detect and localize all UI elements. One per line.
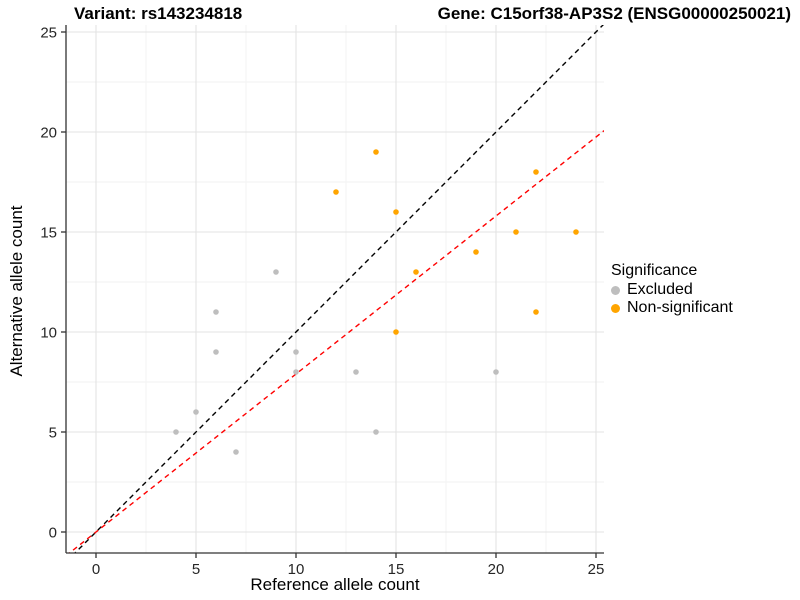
y-axis-title: Alternative allele count xyxy=(7,205,26,377)
data-point-excluded xyxy=(353,369,359,375)
data-point-excluded xyxy=(293,349,299,355)
data-point-non-significant xyxy=(413,269,419,275)
reference-lines xyxy=(68,25,604,553)
x-tick-label: 20 xyxy=(488,561,505,578)
data-point-non-significant xyxy=(393,209,399,215)
gene-title: Gene: C15orf38-AP3S2 (ENSG00000250021) xyxy=(437,4,791,23)
ratio-line xyxy=(68,130,604,553)
data-point-excluded xyxy=(233,449,239,455)
data-point-excluded xyxy=(193,409,199,415)
y-tick-label: 15 xyxy=(40,225,57,242)
x-tick-label: 0 xyxy=(92,561,100,578)
data-point-excluded xyxy=(213,309,219,315)
y-tick-label: 5 xyxy=(49,425,57,442)
data-point-excluded xyxy=(293,369,299,375)
data-point-excluded xyxy=(373,429,379,435)
x-axis-title: Reference allele count xyxy=(250,575,420,594)
variant-title: Variant: rs143234818 xyxy=(74,4,243,23)
x-tick-label: 5 xyxy=(192,561,200,578)
data-point-excluded xyxy=(273,269,279,275)
y-tick-label: 25 xyxy=(40,25,57,42)
data-point-non-significant xyxy=(513,229,519,235)
data-point-non-significant xyxy=(393,329,399,335)
non-significant-dot-icon xyxy=(611,303,620,313)
x-tick-label: 25 xyxy=(588,561,605,578)
legend-item-excluded: Excluded xyxy=(611,281,797,299)
data-point-non-significant xyxy=(533,169,539,175)
legend-item-label: Excluded xyxy=(627,281,693,298)
data-point-non-significant xyxy=(473,249,479,255)
legend: Significance Excluded Non-significant xyxy=(611,261,797,317)
identity-line xyxy=(74,25,604,553)
x-tick-label: 15 xyxy=(388,561,405,578)
data-point-excluded xyxy=(493,369,499,375)
data-point-non-significant xyxy=(573,229,579,235)
legend-item-label: Non-significant xyxy=(627,299,733,316)
y-tick-label: 10 xyxy=(40,325,57,342)
excluded-dot-icon xyxy=(611,285,620,295)
data-point-excluded xyxy=(173,429,179,435)
y-tick-label: 20 xyxy=(40,125,57,142)
x-tick-label: 10 xyxy=(288,561,305,578)
data-point-excluded xyxy=(213,349,219,355)
data-point-non-significant xyxy=(373,149,379,155)
legend-title: Significance xyxy=(611,262,698,279)
data-point-non-significant xyxy=(333,189,339,195)
y-tick-label: 0 xyxy=(49,525,57,542)
data-point-non-significant xyxy=(533,309,539,315)
legend-item-non-significant: Non-significant xyxy=(611,299,797,317)
